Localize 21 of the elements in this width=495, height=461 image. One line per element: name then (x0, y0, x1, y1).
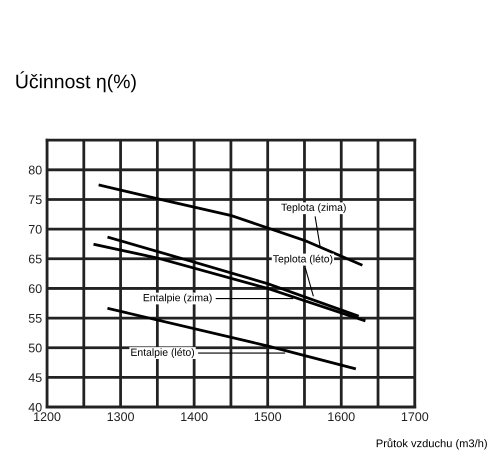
y-tick-label: 45 (28, 373, 42, 382)
x-tick-label: 1400 (181, 412, 208, 422)
y-tick-label: 70 (28, 224, 42, 234)
y-tick-label: 65 (28, 254, 42, 264)
y-tick-label: 50 (28, 344, 42, 352)
x-tick-label: 1300 (108, 412, 134, 422)
chart-title: Účinnost η(%) (16, 71, 136, 92)
y-tick-label: 60 (28, 284, 42, 294)
annotation: Entalpie (zima) (144, 294, 212, 304)
y-tick-label: 80 (28, 166, 42, 174)
annotation: Teplota (zima) (281, 203, 346, 214)
x-tick-label: 1700 (402, 412, 428, 422)
y-tick-label: 55 (28, 314, 42, 323)
annotation: Entalpie (léto) (131, 348, 194, 358)
x-tick-label: 1500 (254, 412, 282, 422)
annotation: Teplota (léto) (273, 254, 332, 265)
y-tick-label: 40 (28, 402, 42, 412)
y-tick-label: 75 (28, 195, 42, 204)
x-axis-title: Průtok vzduchu (m3/h) (376, 438, 487, 450)
x-tick-label: 1600 (328, 412, 355, 422)
x-tick-label: 1200 (34, 412, 60, 422)
